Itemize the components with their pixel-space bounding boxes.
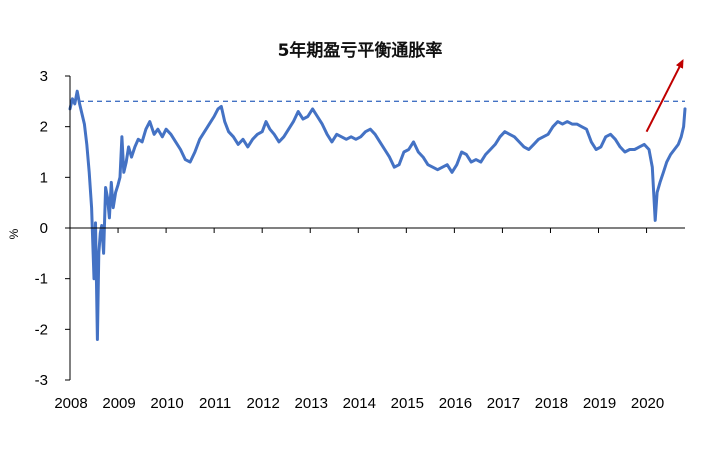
x-tick-label: 2014 bbox=[343, 395, 376, 412]
x-tick-label: 2016 bbox=[439, 395, 472, 412]
x-tick-label: 2017 bbox=[487, 395, 520, 412]
y-tick-label: -1 bbox=[35, 271, 48, 288]
y-axis-unit-label: % bbox=[7, 228, 21, 239]
x-tick-label: 2009 bbox=[102, 395, 135, 412]
x-tick-label: 2018 bbox=[535, 395, 568, 412]
y-tick-label: 0 bbox=[40, 220, 48, 237]
x-tick-label: 2008 bbox=[54, 395, 87, 412]
y-tick-label: 2 bbox=[40, 119, 48, 136]
y-tick-label: 1 bbox=[40, 169, 48, 186]
y-tick-label: -2 bbox=[35, 321, 48, 338]
x-tick-label: 2020 bbox=[631, 395, 664, 412]
x-tick-label: 2015 bbox=[391, 395, 424, 412]
trend-arrow bbox=[645, 59, 684, 133]
series-line-0 bbox=[68, 89, 687, 341]
x-tick-label: 2011 bbox=[199, 395, 231, 412]
chart-title: 5年期盈亏平衡通胀率 bbox=[277, 41, 443, 61]
x-tick-label: 2010 bbox=[150, 395, 183, 412]
y-tick-label: 3 bbox=[40, 68, 48, 85]
x-tick-label: 2013 bbox=[295, 395, 328, 412]
y-tick-label: -3 bbox=[35, 372, 48, 389]
x-tick-label: 2012 bbox=[247, 395, 280, 412]
x-tick-label: 2019 bbox=[583, 395, 616, 412]
